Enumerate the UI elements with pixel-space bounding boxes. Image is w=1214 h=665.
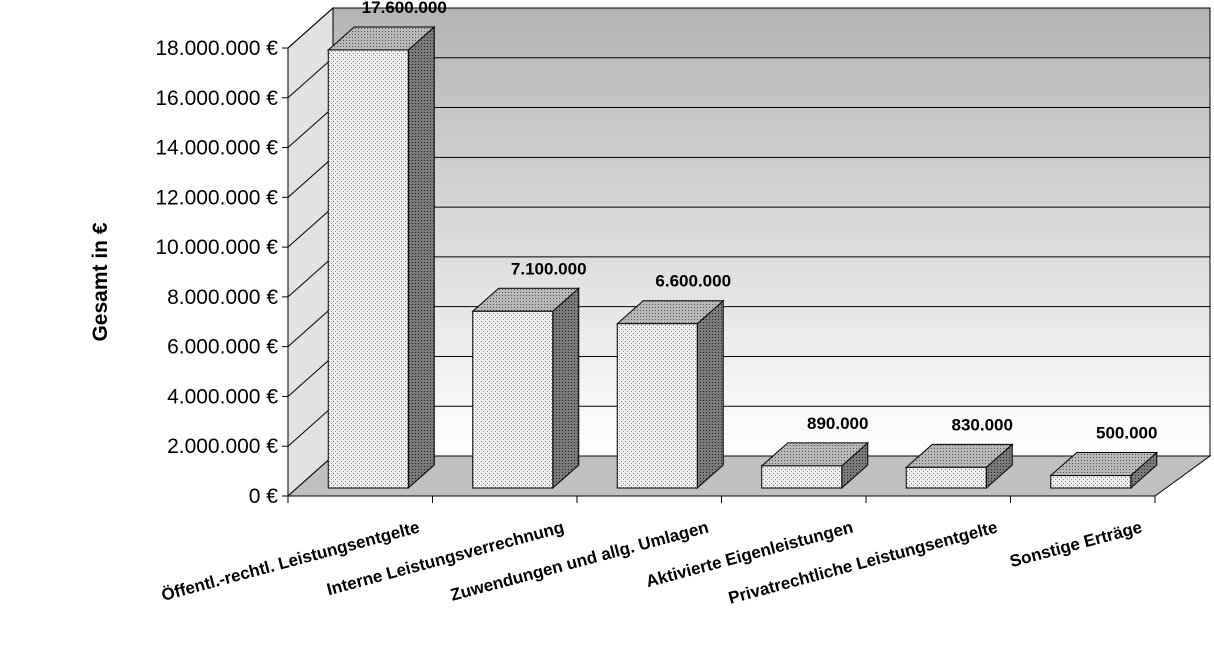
gridline-side bbox=[287, 57, 334, 99]
x-tick-label: Privatrechtliche Leistungsentgelte bbox=[726, 518, 999, 608]
gridline-side bbox=[287, 7, 334, 49]
x-tick-label: Interne Leistungsverrechnung bbox=[325, 518, 566, 600]
bar bbox=[616, 323, 698, 489]
gridline-side bbox=[287, 405, 334, 447]
data-label: 500.000 bbox=[1096, 424, 1157, 443]
bar-side bbox=[407, 25, 435, 490]
x-tick-label: Öffentl.-rechtl. Leistungsentgelte bbox=[159, 518, 421, 605]
x-tick-label: Zuwendungen und allg. Umlagen bbox=[448, 518, 710, 605]
bar bbox=[905, 466, 987, 489]
data-label: 6.600.000 bbox=[655, 272, 731, 291]
bar bbox=[1050, 475, 1132, 489]
bar bbox=[761, 465, 843, 489]
y-tick-label: 8.000.000 € bbox=[167, 286, 278, 309]
data-label: 7.100.000 bbox=[511, 259, 587, 278]
y-tick-label: 4.000.000 € bbox=[167, 385, 278, 408]
gridline-side bbox=[287, 206, 334, 248]
bar-side bbox=[552, 287, 580, 490]
gridline-side bbox=[287, 256, 334, 298]
y-tick-label: 14.000.000 € bbox=[155, 137, 278, 160]
bar bbox=[472, 310, 554, 489]
x-tick-label: Sonstige Erträge bbox=[1008, 518, 1144, 572]
y-tick-label: 16.000.000 € bbox=[155, 87, 278, 110]
bar bbox=[327, 49, 409, 489]
gridline-side bbox=[287, 306, 334, 348]
x-axis: Öffentl.-rechtl. LeistungsentgelteIntern… bbox=[159, 495, 1156, 608]
y-tick-label: 18.000.000 € bbox=[155, 37, 278, 60]
gridline-side bbox=[287, 356, 334, 397]
back-wall bbox=[332, 7, 1211, 457]
bar-side bbox=[696, 299, 724, 490]
y-axis: 0 € 2.000.000 € 4.000.000 € 6.000.000 € 8.00… bbox=[155, 37, 289, 508]
data-label: 17.600.000 bbox=[362, 0, 447, 17]
y-tick-label: 2.000.000 € bbox=[167, 435, 278, 458]
gridline-side bbox=[287, 107, 334, 148]
data-label: 890.000 bbox=[807, 414, 868, 433]
side-wall bbox=[287, 6, 334, 498]
y-tick-label: 10.000.000 € bbox=[155, 236, 278, 259]
y-tick-label: 6.000.000 € bbox=[167, 336, 278, 359]
y-tick-label: 0 € bbox=[249, 485, 279, 508]
data-label: 830.000 bbox=[952, 415, 1013, 434]
data-labels: 17.600.000 7.100.000 6.600.000 890.000 830.0… bbox=[362, 0, 1158, 443]
gridline-side bbox=[287, 156, 334, 198]
y-axis-title: Gesamt in € bbox=[89, 222, 112, 341]
y-tick-label: 12.000.000 € bbox=[155, 186, 278, 209]
bars bbox=[326, 25, 1159, 490]
